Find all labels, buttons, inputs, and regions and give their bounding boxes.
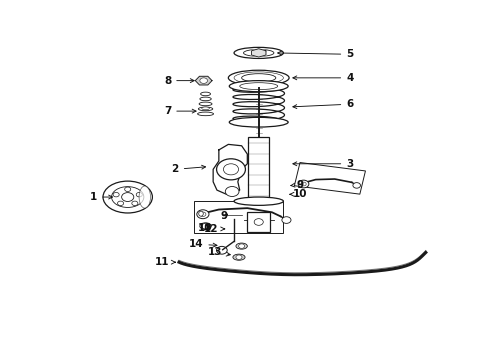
Circle shape <box>217 159 245 180</box>
Circle shape <box>202 223 209 229</box>
Bar <box>194 201 283 233</box>
Ellipse shape <box>242 74 276 82</box>
Text: 3: 3 <box>293 159 353 169</box>
Circle shape <box>353 183 361 188</box>
Ellipse shape <box>244 49 274 57</box>
Text: 7: 7 <box>164 106 196 116</box>
Polygon shape <box>251 49 266 57</box>
Ellipse shape <box>199 211 203 216</box>
Circle shape <box>223 164 239 175</box>
Circle shape <box>254 219 263 225</box>
Ellipse shape <box>240 83 278 90</box>
Ellipse shape <box>103 181 152 213</box>
Ellipse shape <box>228 70 289 85</box>
Ellipse shape <box>200 223 211 229</box>
Text: 2: 2 <box>172 164 206 174</box>
Text: 11: 11 <box>155 257 175 267</box>
Circle shape <box>124 187 131 192</box>
Ellipse shape <box>229 117 288 127</box>
Text: 12: 12 <box>204 224 224 234</box>
Ellipse shape <box>199 102 212 106</box>
Ellipse shape <box>202 107 209 110</box>
Text: 8: 8 <box>164 76 194 86</box>
Circle shape <box>200 212 206 216</box>
Circle shape <box>236 255 242 260</box>
Text: 5: 5 <box>278 49 353 59</box>
Circle shape <box>200 78 207 84</box>
Ellipse shape <box>198 107 213 111</box>
Ellipse shape <box>234 48 283 58</box>
Bar <box>248 138 269 201</box>
Circle shape <box>122 193 134 202</box>
Text: 4: 4 <box>293 73 354 83</box>
Text: 9: 9 <box>221 211 228 221</box>
Text: 10: 10 <box>198 222 213 233</box>
Circle shape <box>197 210 209 219</box>
Ellipse shape <box>200 92 211 96</box>
Circle shape <box>113 193 119 197</box>
Text: 9: 9 <box>291 180 304 190</box>
Circle shape <box>217 246 227 254</box>
Circle shape <box>282 217 291 223</box>
Text: 14: 14 <box>189 239 217 249</box>
Text: 13: 13 <box>208 247 230 257</box>
Ellipse shape <box>112 186 144 207</box>
Circle shape <box>118 201 123 206</box>
Polygon shape <box>196 76 212 85</box>
Ellipse shape <box>200 97 211 101</box>
Ellipse shape <box>236 243 247 249</box>
Ellipse shape <box>197 112 214 116</box>
Text: 6: 6 <box>293 99 353 109</box>
Ellipse shape <box>139 186 150 208</box>
Circle shape <box>132 201 138 206</box>
Circle shape <box>301 182 306 186</box>
Ellipse shape <box>229 81 288 92</box>
Circle shape <box>298 180 309 188</box>
Circle shape <box>136 193 142 197</box>
Circle shape <box>229 211 239 219</box>
Circle shape <box>225 186 239 197</box>
Circle shape <box>239 244 245 248</box>
Text: 1: 1 <box>90 192 113 202</box>
Ellipse shape <box>234 197 283 205</box>
Bar <box>247 212 270 232</box>
Text: 10: 10 <box>290 189 308 199</box>
Ellipse shape <box>233 254 245 260</box>
